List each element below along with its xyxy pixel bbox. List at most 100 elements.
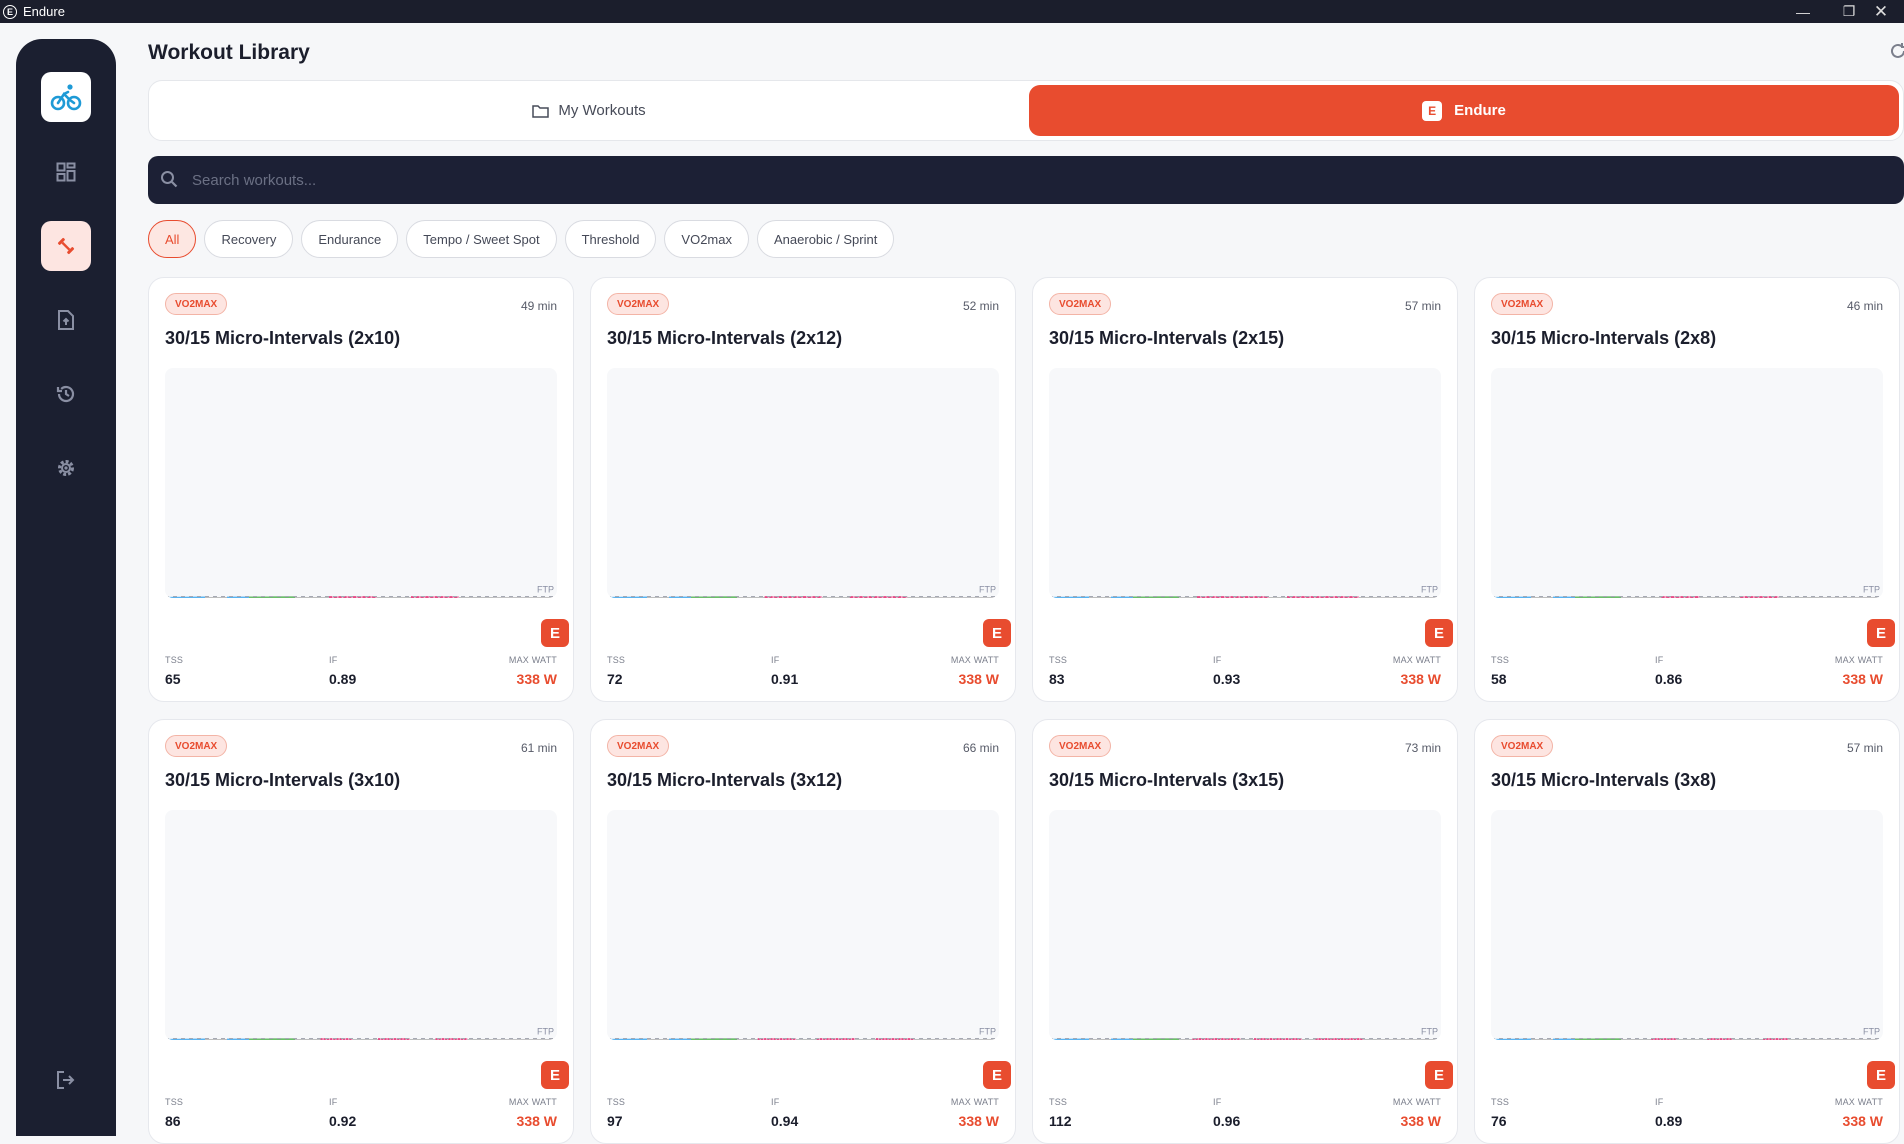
rest-interval-bar xyxy=(913,1038,915,1040)
vo2-interval-bar xyxy=(882,1038,885,1040)
rest-interval-bar xyxy=(1683,596,1686,598)
workout-card[interactable]: VO2MAX 49 min 30/15 Micro-Intervals (2x10)… xyxy=(148,277,574,702)
endure-source-badge[interactable]: E xyxy=(1425,619,1453,647)
tss-stat: TSS 76 xyxy=(1491,1097,1509,1129)
tab-my-workouts[interactable]: My Workouts xyxy=(149,81,1029,140)
workout-card[interactable]: VO2MAX 57 min 30/15 Micro-Intervals (3x8) F… xyxy=(1474,719,1900,1144)
endure-source-badge[interactable]: E xyxy=(1425,1061,1453,1089)
ftp-label: FTP xyxy=(979,584,996,594)
workout-title: 30/15 Micro-Intervals (2x12) xyxy=(607,328,843,348)
workout-duration: 61 min xyxy=(520,741,557,755)
vo2-interval-bar xyxy=(1670,1038,1673,1040)
power-profile-svg: FTP xyxy=(1491,584,1883,598)
workout-card[interactable]: VO2MAX 52 min 30/15 Micro-Intervals (2x12)… xyxy=(590,277,1016,702)
rest-interval-bar xyxy=(329,1038,331,1040)
vo2-interval-bar xyxy=(836,1038,839,1040)
rest-interval-bar xyxy=(850,1038,852,1040)
vo2-interval-bar xyxy=(1311,596,1315,598)
filter-chip-all[interactable]: All xyxy=(148,220,197,258)
vo2-interval-bar xyxy=(1254,1038,1257,1040)
filter-chip-threshold[interactable]: Threshold xyxy=(564,220,657,258)
endure-source-badge[interactable]: E xyxy=(1867,619,1895,647)
vo2-interval-bar xyxy=(842,1038,845,1040)
endure-source-badge[interactable]: E xyxy=(983,1061,1011,1089)
minimize-icon[interactable]: — xyxy=(1796,3,1810,20)
vo2-interval-bar xyxy=(323,1038,326,1040)
rest-interval-bar xyxy=(791,1038,793,1040)
filter-chip-recovery[interactable]: Recovery xyxy=(204,220,294,258)
max-watt-value: 338 W xyxy=(516,1113,557,1129)
rest-interval-bar xyxy=(1664,596,1667,598)
vo2-interval-bar xyxy=(859,596,863,598)
vo2-interval-bar xyxy=(883,596,887,598)
app-logo[interactable] xyxy=(41,72,91,122)
sidebar-item-import[interactable] xyxy=(41,295,91,345)
endure-source-badge[interactable]: E xyxy=(1867,1061,1895,1089)
sidebar-item-settings[interactable] xyxy=(41,443,91,493)
rest-interval-bar xyxy=(1268,1038,1270,1040)
rest-interval-bar xyxy=(341,596,344,598)
sidebar-item-dashboard[interactable] xyxy=(41,147,91,197)
workout-card[interactable]: VO2MAX 73 min 30/15 Micro-Intervals (3x15)… xyxy=(1032,719,1458,1144)
workout-card[interactable]: VO2MAX 57 min 30/15 Micro-Intervals (2x15)… xyxy=(1032,277,1458,702)
endure-source-badge[interactable]: E xyxy=(983,619,1011,647)
vo2-interval-bar xyxy=(1729,1038,1732,1040)
filter-chip-vo2max[interactable]: VO2max xyxy=(664,220,749,258)
tab-endure[interactable]: E Endure xyxy=(1029,85,1899,136)
restore-icon[interactable]: ❐ xyxy=(1842,3,1856,19)
endure-source-badge[interactable]: E xyxy=(541,619,569,647)
vo2-interval-bar xyxy=(1685,596,1689,598)
rest-interval-bar xyxy=(852,596,855,598)
endure-source-badge[interactable]: E xyxy=(541,1061,569,1089)
rest-interval-bar xyxy=(423,596,426,598)
close-icon[interactable]: ✕ xyxy=(1873,1,1889,21)
rest-interval-bar xyxy=(1762,596,1765,598)
rest-interval-bar xyxy=(1712,1038,1714,1040)
vo2-interval-bar xyxy=(1291,596,1295,598)
vo2-interval-bar xyxy=(1707,1038,1710,1040)
vo2-interval-bar xyxy=(333,1038,336,1040)
rest-interval-bar xyxy=(1229,1038,1231,1040)
vo2-interval-bar xyxy=(420,596,424,598)
rest-interval-bar xyxy=(782,1038,784,1040)
rest-interval-bar xyxy=(450,1038,452,1040)
rest-interval-bar xyxy=(1314,596,1316,598)
rest-interval-bar xyxy=(872,596,874,598)
vo2-interval-bar xyxy=(1766,1038,1769,1040)
title-bar: E Endure — ❐ ✕ xyxy=(0,0,1904,23)
rest-interval-bar xyxy=(1238,596,1241,598)
sidebar-item-workouts[interactable] xyxy=(41,221,91,271)
vo2-interval-bar xyxy=(461,1038,464,1040)
rest-interval-bar xyxy=(1265,1038,1267,1040)
vo2-interval-bar xyxy=(353,596,357,598)
tempo-block xyxy=(1575,1038,1597,1040)
vo2-interval-bar xyxy=(888,1038,891,1040)
filter-chip-endurance[interactable]: Endurance xyxy=(301,220,399,258)
category-badge: VO2MAX xyxy=(1491,735,1554,757)
workout-duration: 66 min xyxy=(962,741,999,755)
max-watt-stat: MAX WATT 338 W xyxy=(509,655,557,687)
if-label: IF xyxy=(771,655,780,665)
tss-value: 65 xyxy=(165,671,181,687)
filter-chip-anaerobic-sprint[interactable]: Anaerobic / Sprint xyxy=(757,220,895,258)
vo2-interval-bar xyxy=(803,596,807,598)
rest-interval-bar xyxy=(322,1038,324,1040)
sidebar-item-history[interactable] xyxy=(41,369,91,419)
workout-card[interactable]: VO2MAX 46 min 30/15 Micro-Intervals (2x8) F… xyxy=(1474,277,1900,702)
logout-button[interactable] xyxy=(41,1055,91,1105)
if-value: 0.91 xyxy=(771,671,799,687)
rest-interval-bar xyxy=(886,596,889,598)
endure-logo-icon: E xyxy=(1422,100,1443,121)
vo2-interval-bar xyxy=(1666,596,1670,598)
rest-interval-bar xyxy=(1207,1038,1209,1040)
filter-chip-tempo-sweet-spot[interactable]: Tempo / Sweet Spot xyxy=(406,220,557,258)
rest-interval-bar xyxy=(375,596,377,598)
vo2-interval-bar xyxy=(425,596,429,598)
workout-card[interactable]: VO2MAX 66 min 30/15 Micro-Intervals (3x12)… xyxy=(590,719,1016,1144)
workout-power-chart: FTP xyxy=(1049,810,1441,1040)
vo2-interval-bar xyxy=(849,596,853,598)
refresh-icon[interactable] xyxy=(1888,41,1904,61)
search-input[interactable] xyxy=(192,171,1792,189)
vo2-interval-bar xyxy=(816,1038,819,1040)
workout-card[interactable]: VO2MAX 61 min 30/15 Micro-Intervals (3x10)… xyxy=(148,719,574,1144)
